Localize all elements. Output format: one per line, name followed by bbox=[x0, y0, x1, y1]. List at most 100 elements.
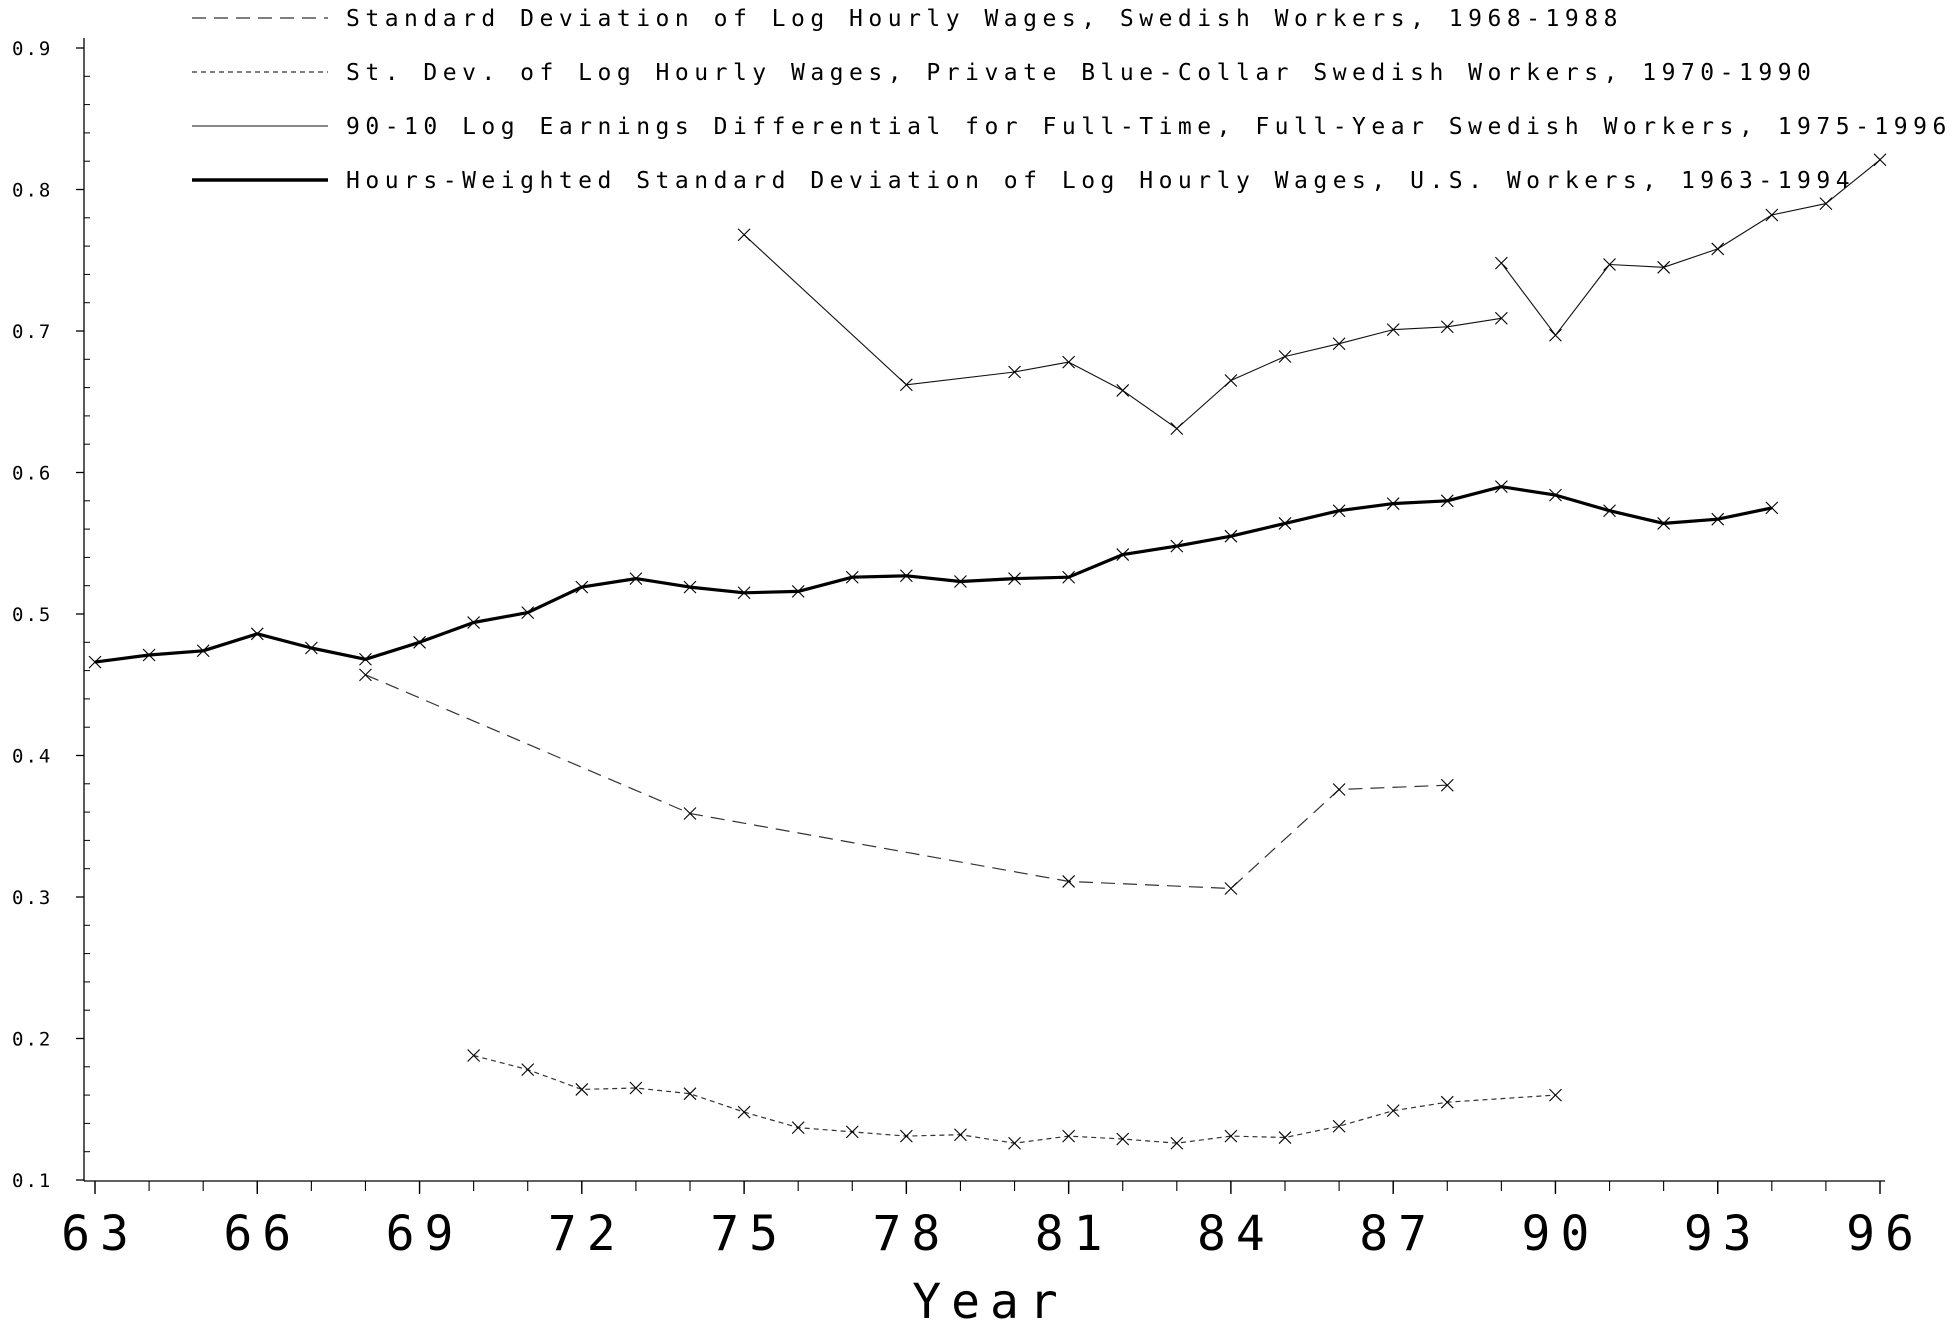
data-point-marker bbox=[1008, 1136, 1021, 1150]
data-point-marker bbox=[142, 648, 156, 662]
y-tick-label: 0.5 bbox=[12, 604, 52, 626]
data-point-marker bbox=[1440, 320, 1454, 334]
data-point-marker bbox=[1873, 153, 1887, 167]
y-tick-label: 0.3 bbox=[12, 887, 52, 909]
data-point-marker bbox=[954, 1128, 967, 1142]
x-tick-label: 75 bbox=[710, 1206, 788, 1262]
data-point-marker bbox=[629, 1081, 643, 1095]
y-tick-label: 0.2 bbox=[12, 1029, 52, 1051]
data-point-marker bbox=[1440, 494, 1454, 508]
data-point-marker bbox=[791, 1121, 805, 1135]
data-point-marker bbox=[1332, 337, 1346, 351]
legend-label: St. Dev. of Log Hourly Wages, Private Bl… bbox=[346, 60, 1816, 86]
data-point-marker bbox=[1116, 548, 1130, 561]
data-point-marker bbox=[575, 580, 589, 594]
y-tick-label: 0.9 bbox=[12, 38, 52, 60]
data-point-marker bbox=[1224, 374, 1238, 387]
legend-label: Hours-Weighted Standard Deviation of Log… bbox=[346, 168, 1855, 194]
series-line bbox=[94, 485, 1773, 664]
data-point-marker bbox=[1711, 512, 1725, 526]
data-point-marker bbox=[683, 580, 697, 594]
data-point-marker bbox=[1332, 783, 1346, 796]
data-point-marker bbox=[737, 1105, 751, 1119]
series-line bbox=[743, 234, 1502, 430]
legend: Standard Deviation of Log Hourly Wages, … bbox=[192, 6, 1952, 194]
y-tick-label: 0.7 bbox=[12, 321, 52, 343]
x-tick-label: 90 bbox=[1522, 1206, 1600, 1262]
x-axis-title: Year bbox=[912, 1274, 1068, 1325]
data-point-marker bbox=[899, 569, 913, 583]
data-point-marker bbox=[1440, 778, 1454, 792]
data-point-marker bbox=[1170, 539, 1184, 553]
data-point-marker bbox=[1278, 350, 1292, 363]
data-point-marker bbox=[629, 572, 643, 586]
data-point-marker bbox=[413, 635, 426, 649]
data-point-marker bbox=[1440, 1095, 1454, 1109]
x-tick-label: 93 bbox=[1684, 1206, 1762, 1262]
series-line bbox=[1500, 159, 1881, 336]
data-point-marker bbox=[1494, 311, 1508, 325]
data-point-marker bbox=[88, 655, 102, 669]
data-point-marker bbox=[737, 586, 751, 600]
legend-label: Standard Deviation of Log Hourly Wages, … bbox=[346, 6, 1623, 32]
data-point-marker bbox=[1765, 501, 1779, 515]
data-point-marker bbox=[1062, 570, 1076, 584]
data-point-marker bbox=[1116, 1132, 1130, 1146]
series-dotted bbox=[467, 1049, 1562, 1150]
data-point-marker bbox=[1278, 517, 1292, 530]
series-line bbox=[473, 1054, 1556, 1144]
y-tick-label: 0.1 bbox=[12, 1170, 52, 1192]
data-point-marker bbox=[250, 627, 264, 641]
data-point-marker bbox=[521, 1063, 535, 1077]
data-point-marker bbox=[1386, 1104, 1400, 1118]
data-point-marker bbox=[899, 378, 913, 392]
data-point-marker bbox=[1603, 504, 1616, 518]
data-point-marker bbox=[304, 641, 318, 655]
data-point-marker bbox=[1224, 882, 1238, 895]
data-point-marker bbox=[737, 228, 751, 242]
legend-label: 90-10 Log Earnings Differential for Full… bbox=[346, 114, 1952, 140]
data-point-marker bbox=[1224, 1129, 1238, 1143]
data-point-marker bbox=[791, 584, 805, 598]
legend-item: Standard Deviation of Log Hourly Wages, … bbox=[192, 6, 1623, 32]
x-tick-label: 63 bbox=[61, 1206, 139, 1262]
data-point-marker bbox=[1657, 260, 1671, 274]
y-tick-label: 0.6 bbox=[12, 463, 52, 485]
x-tick-label: 69 bbox=[386, 1206, 464, 1262]
y-tick-label: 0.8 bbox=[12, 180, 52, 202]
x-tick-label: 78 bbox=[872, 1206, 950, 1262]
x-tick-label: 96 bbox=[1846, 1206, 1924, 1262]
data-point-marker bbox=[954, 575, 967, 588]
data-point-marker bbox=[359, 652, 372, 666]
data-point-marker bbox=[1819, 197, 1833, 211]
y-tick-label: 0.4 bbox=[12, 746, 52, 768]
data-point-marker bbox=[1062, 355, 1076, 369]
data-point-marker bbox=[1765, 208, 1779, 222]
data-point-marker bbox=[1062, 875, 1076, 888]
data-point-marker bbox=[196, 644, 210, 658]
x-tick-label: 84 bbox=[1197, 1206, 1275, 1262]
data-point-marker bbox=[1386, 323, 1400, 336]
series-thick bbox=[88, 480, 1779, 669]
data-point-marker bbox=[467, 1049, 481, 1062]
axes: 0.1 0.2 0.3 0.4 0.5 0.6 0.7 0.8 0.9 63 66 69 72 75 78 8… bbox=[12, 38, 1924, 1262]
series-thin bbox=[737, 153, 1887, 436]
data-point-marker bbox=[575, 1083, 589, 1096]
series-dashed bbox=[359, 668, 1454, 895]
data-point-marker bbox=[359, 668, 372, 682]
data-point-marker bbox=[845, 1125, 859, 1139]
series-layer bbox=[88, 153, 1887, 1150]
data-point-marker bbox=[845, 570, 859, 584]
data-point-marker bbox=[1062, 1129, 1076, 1143]
data-point-marker bbox=[1008, 572, 1021, 586]
legend-item: St. Dev. of Log Hourly Wages, Private Bl… bbox=[192, 60, 1816, 86]
data-point-marker bbox=[1494, 256, 1508, 270]
data-point-marker bbox=[1332, 1119, 1346, 1133]
data-point-marker bbox=[1549, 1088, 1562, 1102]
x-tick-label: 72 bbox=[548, 1206, 626, 1262]
data-point-marker bbox=[521, 606, 535, 619]
data-point-marker bbox=[1224, 529, 1238, 543]
legend-item: Hours-Weighted Standard Deviation of Log… bbox=[192, 168, 1855, 194]
data-point-marker bbox=[1278, 1131, 1292, 1144]
